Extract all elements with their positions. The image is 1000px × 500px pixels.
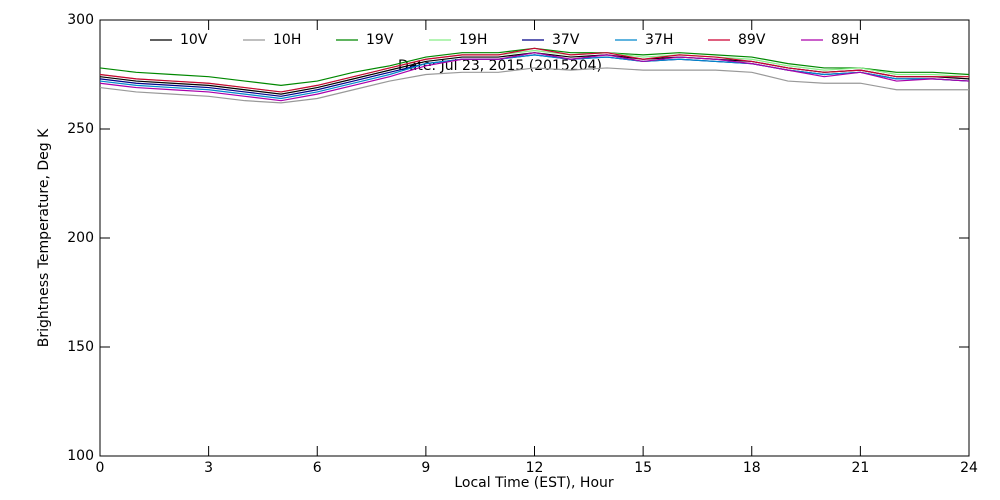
x-tick-label: 15 [634,460,652,476]
x-tick-label: 9 [421,460,430,476]
y-tick-label: 150 [67,339,94,355]
x-tick-label: 0 [96,460,105,476]
x-tick-label: 24 [960,460,978,476]
series-line [99,52,970,102]
legend-label: 37V [552,32,580,48]
legend-label: 89H [831,32,859,48]
y-tick-label: 300 [67,12,94,28]
x-tick-label: 18 [743,460,761,476]
x-axis-label: Local Time (EST), Hour [454,475,614,491]
legend-label: 10H [273,32,301,48]
x-tick-label: 3 [204,460,213,476]
legend-label: 19V [366,32,394,48]
legend-label: 37H [645,32,673,48]
legend-label: 89V [738,32,766,48]
series-line [99,54,970,100]
y-tick-label: 100 [67,448,94,464]
legend-label: 10V [180,32,208,48]
y-axis-label: Brightness Temperature, Deg K [36,128,52,347]
series-line [99,67,969,104]
x-tick-label: 6 [313,460,322,476]
series-line [99,47,969,93]
y-tick-label: 200 [67,230,94,246]
x-tick-label: 12 [526,460,544,476]
x-tick-label: 21 [851,460,869,476]
y-tick-label: 250 [67,121,94,137]
legend-label: 19H [459,32,487,48]
